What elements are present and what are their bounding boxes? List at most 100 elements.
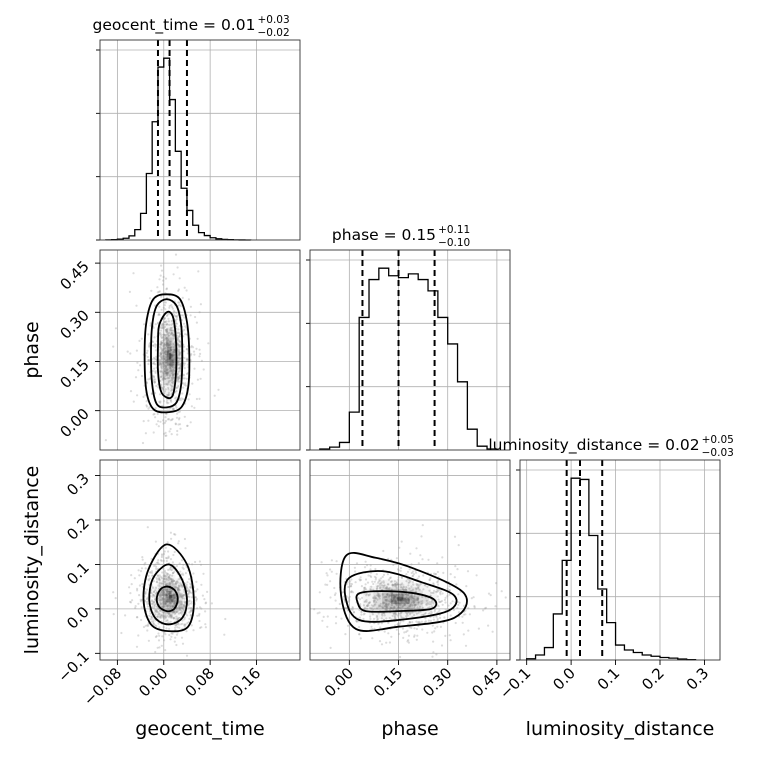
pair-2-density-0 bbox=[381, 615, 388, 619]
pair-1-sample bbox=[169, 592, 172, 595]
pair-1-sample bbox=[157, 613, 160, 616]
pair-2-sample bbox=[409, 604, 412, 607]
pair-0-density-0 bbox=[159, 344, 162, 351]
pair-1-density-2 bbox=[167, 600, 171, 604]
pair-1-sample bbox=[156, 615, 159, 618]
ylabel-luminosity_distance: luminosity_distance bbox=[21, 466, 43, 655]
pair-2-sample bbox=[355, 562, 359, 565]
pair-1-sample bbox=[137, 602, 140, 605]
pair-1-sample bbox=[152, 600, 155, 603]
pair-0-sample bbox=[182, 322, 186, 325]
pair-0-sample bbox=[168, 374, 171, 377]
pair-1-sample bbox=[158, 581, 161, 584]
pair-2-sample bbox=[407, 594, 410, 597]
pair-1-density-0 bbox=[172, 589, 176, 594]
pair-1-sample bbox=[177, 540, 180, 543]
pair-0-sample bbox=[162, 399, 166, 403]
pair-0-sample bbox=[154, 416, 157, 419]
pair-2-sample bbox=[415, 620, 418, 623]
pair-0-sample bbox=[162, 333, 165, 336]
pair-1-density-0 bbox=[154, 604, 157, 609]
pair-1-density-0 bbox=[175, 615, 179, 620]
pair-1-sample bbox=[174, 611, 177, 615]
pair-2-sample bbox=[443, 616, 446, 619]
pair-1-density-2 bbox=[170, 603, 174, 608]
pair-0-sample bbox=[173, 357, 176, 360]
pair-1-sample bbox=[181, 584, 184, 587]
pair-1-sample bbox=[166, 588, 169, 591]
pair-2-sample bbox=[385, 600, 388, 603]
pair-1-sample bbox=[162, 614, 166, 618]
pair-2-sample bbox=[406, 640, 409, 643]
pair-0-sample bbox=[153, 367, 156, 370]
pair-1-sample bbox=[173, 593, 176, 597]
pair-1-sample bbox=[161, 598, 164, 601]
pair-0-density-1 bbox=[169, 346, 172, 353]
pair-1-sample bbox=[171, 599, 174, 602]
pair-0-sample bbox=[168, 430, 171, 433]
pair-1-sample bbox=[173, 612, 176, 615]
pair-0-sample bbox=[167, 353, 170, 356]
pair-1-sample bbox=[173, 533, 176, 536]
pair-0-sample bbox=[160, 343, 163, 346]
pair-1-sample bbox=[188, 578, 191, 581]
pair-0-sample bbox=[160, 341, 163, 344]
pair-0-sample bbox=[169, 363, 172, 366]
pair-1-density-2 bbox=[167, 596, 171, 601]
pair-1-sample bbox=[188, 590, 192, 594]
pair-0-sample bbox=[159, 362, 162, 365]
pair-1-sample bbox=[188, 606, 191, 609]
pair-0-sample bbox=[135, 349, 138, 352]
pair-1-sample bbox=[162, 601, 165, 604]
pair-0-sample bbox=[168, 323, 171, 326]
xtick-label-geocent_time-3: 0.16 bbox=[228, 664, 264, 700]
pair-1-sample bbox=[192, 572, 195, 575]
pair-0-sample bbox=[148, 343, 151, 346]
pair-1-sample bbox=[178, 607, 181, 611]
pair-0-sample bbox=[196, 337, 199, 340]
pair-0-sample bbox=[160, 353, 163, 356]
pair-2-sample bbox=[335, 560, 338, 563]
pair-1-sample bbox=[154, 592, 157, 595]
pair-0-density-2 bbox=[172, 349, 175, 356]
pair-2-sample bbox=[398, 546, 401, 549]
pair-1-sample bbox=[160, 577, 164, 580]
pair-1-sample bbox=[175, 582, 178, 585]
pair-1-density-3 bbox=[166, 598, 169, 603]
pair-0-sample bbox=[158, 393, 162, 396]
pair-0-density-0 bbox=[170, 387, 173, 395]
pair-1-sample bbox=[175, 633, 179, 636]
pair-2-sample bbox=[500, 590, 503, 593]
pair-0-density-3 bbox=[169, 359, 172, 366]
pair-0-sample bbox=[160, 269, 164, 272]
pair-0-sample bbox=[164, 365, 167, 368]
pair-2-sample bbox=[483, 607, 486, 610]
pair-1-sample bbox=[162, 593, 165, 596]
pair-1-sample bbox=[172, 593, 175, 596]
pair-2-sample bbox=[441, 592, 444, 595]
pair-1-sample bbox=[187, 593, 190, 596]
pair-0-sample bbox=[172, 334, 175, 337]
pair-1-density-0 bbox=[164, 615, 168, 620]
pair-1-sample bbox=[163, 569, 166, 572]
pair-2-sample bbox=[386, 587, 389, 590]
pair-1-sample bbox=[146, 526, 149, 529]
pair-0-sample bbox=[193, 406, 196, 409]
pair-0-sample bbox=[165, 329, 168, 333]
pair-0-sample bbox=[169, 354, 172, 357]
pair-0-sample bbox=[165, 368, 168, 371]
pair-2-sample bbox=[369, 564, 372, 567]
pair-1-sample bbox=[177, 585, 181, 588]
pair-0-sample bbox=[153, 392, 157, 395]
pair-0-sample bbox=[159, 332, 162, 335]
pair-1-sample bbox=[181, 622, 184, 625]
pair-1-sample bbox=[145, 601, 148, 604]
pair-0-sample bbox=[143, 323, 146, 326]
pair-0-sample bbox=[166, 351, 169, 354]
pair-0-sample bbox=[114, 327, 118, 330]
pair-0-sample bbox=[170, 332, 173, 335]
pair-2-density-0 bbox=[375, 615, 382, 619]
pair-2-sample bbox=[411, 604, 414, 607]
pair-0-sample bbox=[189, 305, 192, 308]
pair-1-density-0 bbox=[180, 585, 184, 590]
